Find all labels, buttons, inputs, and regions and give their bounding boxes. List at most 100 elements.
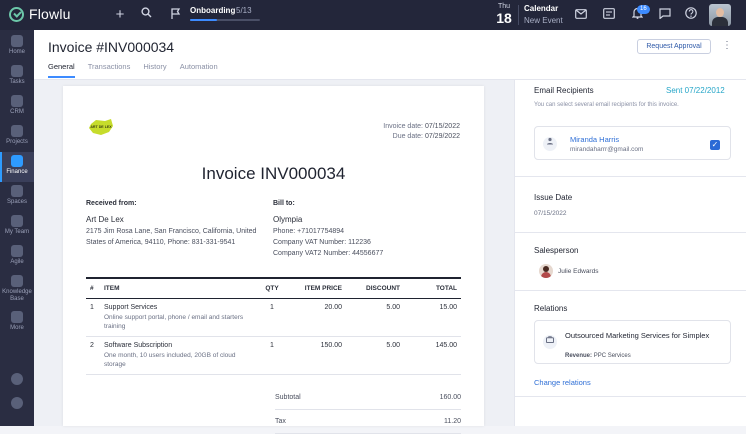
bill-to-vat: Company VAT Number: 112236 (273, 239, 371, 246)
top-bar: Flowlu + Onboarding 5/13 Thu 18 Calendar… (0, 0, 746, 30)
sidebar-item-agile[interactable]: Agile (0, 242, 34, 272)
salesperson-name[interactable]: Julie Edwards (558, 268, 599, 275)
onboarding-widget[interactable]: Onboarding 5/13 (170, 5, 260, 25)
calendar-new-event[interactable]: New Event (524, 16, 563, 25)
relation-card[interactable]: Outsourced Marketing Services for Simple… (534, 320, 731, 364)
tab-history[interactable]: History (143, 62, 167, 71)
app-logo[interactable]: Flowlu (9, 6, 71, 22)
calendar-dow: Thu (497, 3, 511, 10)
agile-icon (11, 245, 23, 257)
row-item: Software Subscription One month, 10 users… (100, 336, 258, 375)
page-header: Invoice #INV000034 General Transactions … (34, 30, 746, 80)
table-row: 2 Software Subscription One month, 10 use… (86, 336, 461, 375)
company-logo-text: ART DE LEX (90, 125, 112, 129)
sidebar-item-finance[interactable]: Finance (0, 152, 34, 182)
received-from-name: Art De Lex (86, 215, 124, 224)
invoice-dates: Invoice date: 07/15/2022 Due date: 07/29… (383, 122, 460, 142)
invoice-title: Invoice INV000034 (201, 164, 346, 183)
email-recipients-title: Email Recipients (534, 86, 594, 95)
help-icon[interactable] (683, 7, 699, 23)
tasks-icon (11, 65, 23, 77)
calendar-day: 18 (496, 10, 512, 26)
bill-to-phone: Phone: +71017754894 (273, 228, 345, 235)
tab-automation[interactable]: Automation (179, 62, 218, 71)
sidebar-item-label: Finance (6, 169, 28, 175)
row-discount: 5.00 (346, 298, 404, 337)
row-price: 20.00 (286, 298, 346, 337)
subtotal-value: 160.00 (439, 394, 461, 401)
relation-name[interactable]: Outsourced Marketing Services for Simple… (565, 331, 710, 340)
sidebar-integrations[interactable] (0, 370, 34, 400)
sidebar-item-label: Spaces (6, 199, 27, 205)
item-description: Online support portal, phone / email and… (104, 314, 244, 330)
sidebar-item-projects[interactable]: Projects (0, 122, 34, 152)
onboarding-progress (190, 19, 260, 21)
app-name: Flowlu (29, 6, 71, 22)
tab-general[interactable]: General (48, 62, 75, 78)
onboarding-label: Onboarding (190, 6, 236, 15)
onboarding-progress-fill (190, 19, 217, 21)
received-from-address: 2175 Jim Rosa Lane, San Francisco, Calif… (86, 228, 257, 246)
item-name: Software Subscription (104, 342, 173, 349)
mail-icon[interactable] (573, 7, 589, 23)
sidebar-item-tasks[interactable]: Tasks (0, 62, 34, 92)
sidebar-item-more[interactable]: More (0, 308, 34, 338)
user-avatar[interactable] (709, 4, 731, 26)
table-header-row: # ITEM QTY ITEM PRICE DISCOUNT TOTAL (86, 277, 461, 299)
section-divider (515, 176, 746, 177)
column-header: ITEM PRICE (286, 277, 346, 299)
sidebar-item-my-team[interactable]: My Team (0, 212, 34, 242)
projects-icon (11, 125, 23, 137)
avatar-head (716, 8, 724, 17)
relations-title: Relations (534, 304, 568, 313)
sidebar-settings[interactable] (0, 394, 34, 424)
subtotal-row: Subtotal 160.00 (275, 386, 461, 410)
tasks-icon[interactable] (601, 7, 617, 23)
tax-value: 11.20 (444, 418, 461, 425)
calendar-divider (518, 5, 519, 25)
row-total: 15.00 (404, 298, 461, 337)
item-description: One month, 10 users included, 20GB of cl… (104, 352, 236, 368)
page-title: Invoice #INV000034 (48, 39, 175, 55)
section-divider (515, 290, 746, 291)
invoice-preview-area: ART DE LEX Invoice date: 07/15/2022 Due … (34, 80, 514, 434)
salesperson-avatar-body (541, 272, 551, 278)
received-from: Received from: Art De Lex 2175 Jim Rosa … (86, 200, 266, 248)
tax-row: Tax 11.20 (275, 410, 461, 434)
chat-icon[interactable] (657, 7, 673, 23)
crm-icon (11, 95, 23, 107)
row-item: Support Services Online support portal, p… (100, 298, 258, 337)
invoice-totals: Subtotal 160.00 Tax 11.20 (275, 386, 461, 434)
search-icon[interactable] (138, 7, 154, 23)
section-divider (515, 232, 746, 233)
avatar-body (712, 17, 728, 26)
sidebar-item-label: My Team (4, 229, 30, 235)
sidebar: Home Tasks CRM Projects Finance Spaces M… (0, 30, 34, 426)
row-qty: 1 (258, 336, 286, 375)
change-relations-link[interactable]: Change relations (534, 378, 591, 387)
column-header: DISCOUNT (346, 277, 404, 299)
sidebar-item-label: Agile (10, 259, 24, 265)
more-actions-icon[interactable]: ⋮ (722, 40, 732, 51)
recipient-checkbox[interactable]: ✓ (710, 140, 720, 150)
invoice-items-table: # ITEM QTY ITEM PRICE DISCOUNT TOTAL 1 S… (86, 277, 461, 375)
relation-meta-key: Revenue: (565, 353, 593, 359)
sidebar-item-knowledge-base[interactable]: Knowledge Base (0, 272, 34, 306)
sidebar-item-spaces[interactable]: Spaces (0, 182, 34, 212)
recipient-name[interactable]: Miranda Harris (570, 135, 620, 144)
tab-transactions[interactable]: Transactions (87, 62, 131, 71)
plus-icon[interactable]: + (115, 6, 125, 23)
bill-to-name: Olympia (273, 215, 303, 224)
invoice-date: 07/15/2022 (424, 123, 460, 130)
sidebar-item-label: More (10, 325, 24, 331)
sidebar-item-home[interactable]: Home (0, 32, 34, 62)
request-approval-button[interactable]: Request Approval (637, 39, 711, 54)
row-number: 1 (86, 298, 100, 337)
team-icon (11, 215, 23, 227)
sidebar-item-crm[interactable]: CRM (0, 92, 34, 122)
onboarding-count: 5/13 (236, 6, 252, 15)
sidebar-item-label: Knowledge Base (2, 289, 32, 302)
recipient-card[interactable]: Miranda Harris mirandaharrr@gmail.com ✓ (534, 126, 731, 160)
briefcase-icon (543, 335, 557, 349)
issue-date-value[interactable]: 07/15/2022 (534, 210, 567, 217)
